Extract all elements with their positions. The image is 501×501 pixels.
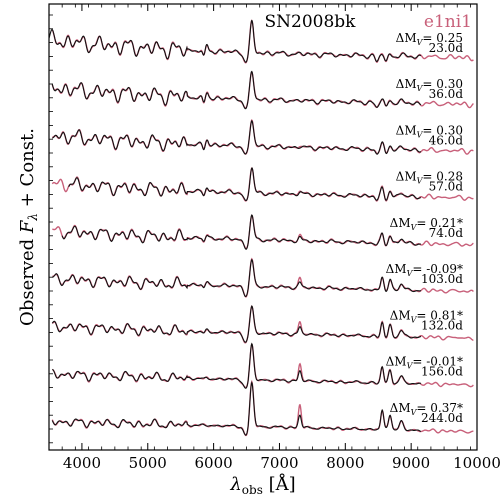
epoch-age-label: 103.0d xyxy=(421,272,463,286)
delta-mv-label: ΔMV= 0.37* xyxy=(390,401,463,417)
x-tick-label: 8000 xyxy=(326,454,364,472)
delta-mv-label: ΔMV= -0.01* xyxy=(386,355,463,371)
chart-title: SN2008bk xyxy=(265,12,357,32)
epoch-age-label: 132.0d xyxy=(421,318,463,332)
y-axis-label: Observed Fλ + Const. xyxy=(17,128,40,326)
legend-entry-model: e1ni1 xyxy=(424,12,472,32)
epoch-age-label: 23.0d xyxy=(429,41,464,55)
epoch-age-label: 36.0d xyxy=(429,87,464,101)
delta-mv-label: ΔMV= 0.25 xyxy=(396,31,463,47)
x-tick-label: 4000 xyxy=(63,454,101,472)
epoch-age-label: 156.0d xyxy=(421,365,463,379)
epoch-age-label: 57.0d xyxy=(429,180,464,194)
observed-spectrum-156.0d xyxy=(52,342,422,389)
observed-spectrum-36.0d xyxy=(51,70,422,110)
x-axis-ticks: 4000 5000 6000 7000 8000 9000 10000 xyxy=(48,4,501,472)
delta-mv-label: ΔMV= 0.30 xyxy=(396,77,463,93)
x-axis-label: λobs [Å] xyxy=(229,473,295,497)
delta-mv-label: ΔMV= -0.09* xyxy=(386,262,463,278)
observed-spectrum-132.0d xyxy=(51,305,422,343)
x-tick-label: 10000 xyxy=(453,454,501,472)
delta-mv-label: ΔMV= 0.28 xyxy=(396,170,463,186)
observed-spectrum-57.0d xyxy=(68,167,422,202)
delta-mv-label: ΔMV= 0.30 xyxy=(396,123,463,139)
spectra-group xyxy=(48,19,474,437)
observed-spectrum-23.0d xyxy=(48,19,422,63)
observed-spectrum-74.0d xyxy=(61,214,421,250)
x-tick-label: 7000 xyxy=(260,454,298,472)
observed-spectrum-244.0d xyxy=(51,381,422,436)
x-tick-label: 5000 xyxy=(129,454,167,472)
epoch-age-label: 74.0d xyxy=(429,226,464,240)
x-tick-label: 9000 xyxy=(392,454,430,472)
delta-mv-label: ΔMV= 0.21* xyxy=(390,216,463,232)
epoch-age-label: 46.0d xyxy=(429,133,464,147)
x-tick-label: 6000 xyxy=(195,454,233,472)
delta-mv-label: ΔMV= 0.81* xyxy=(390,308,463,324)
plot-frame xyxy=(48,3,478,451)
y-axis-ticks xyxy=(49,14,53,444)
observed-spectrum-103.0d xyxy=(52,258,422,298)
observed-spectrum-46.0d xyxy=(52,119,422,155)
epoch-age-label: 244.0d xyxy=(421,411,463,425)
